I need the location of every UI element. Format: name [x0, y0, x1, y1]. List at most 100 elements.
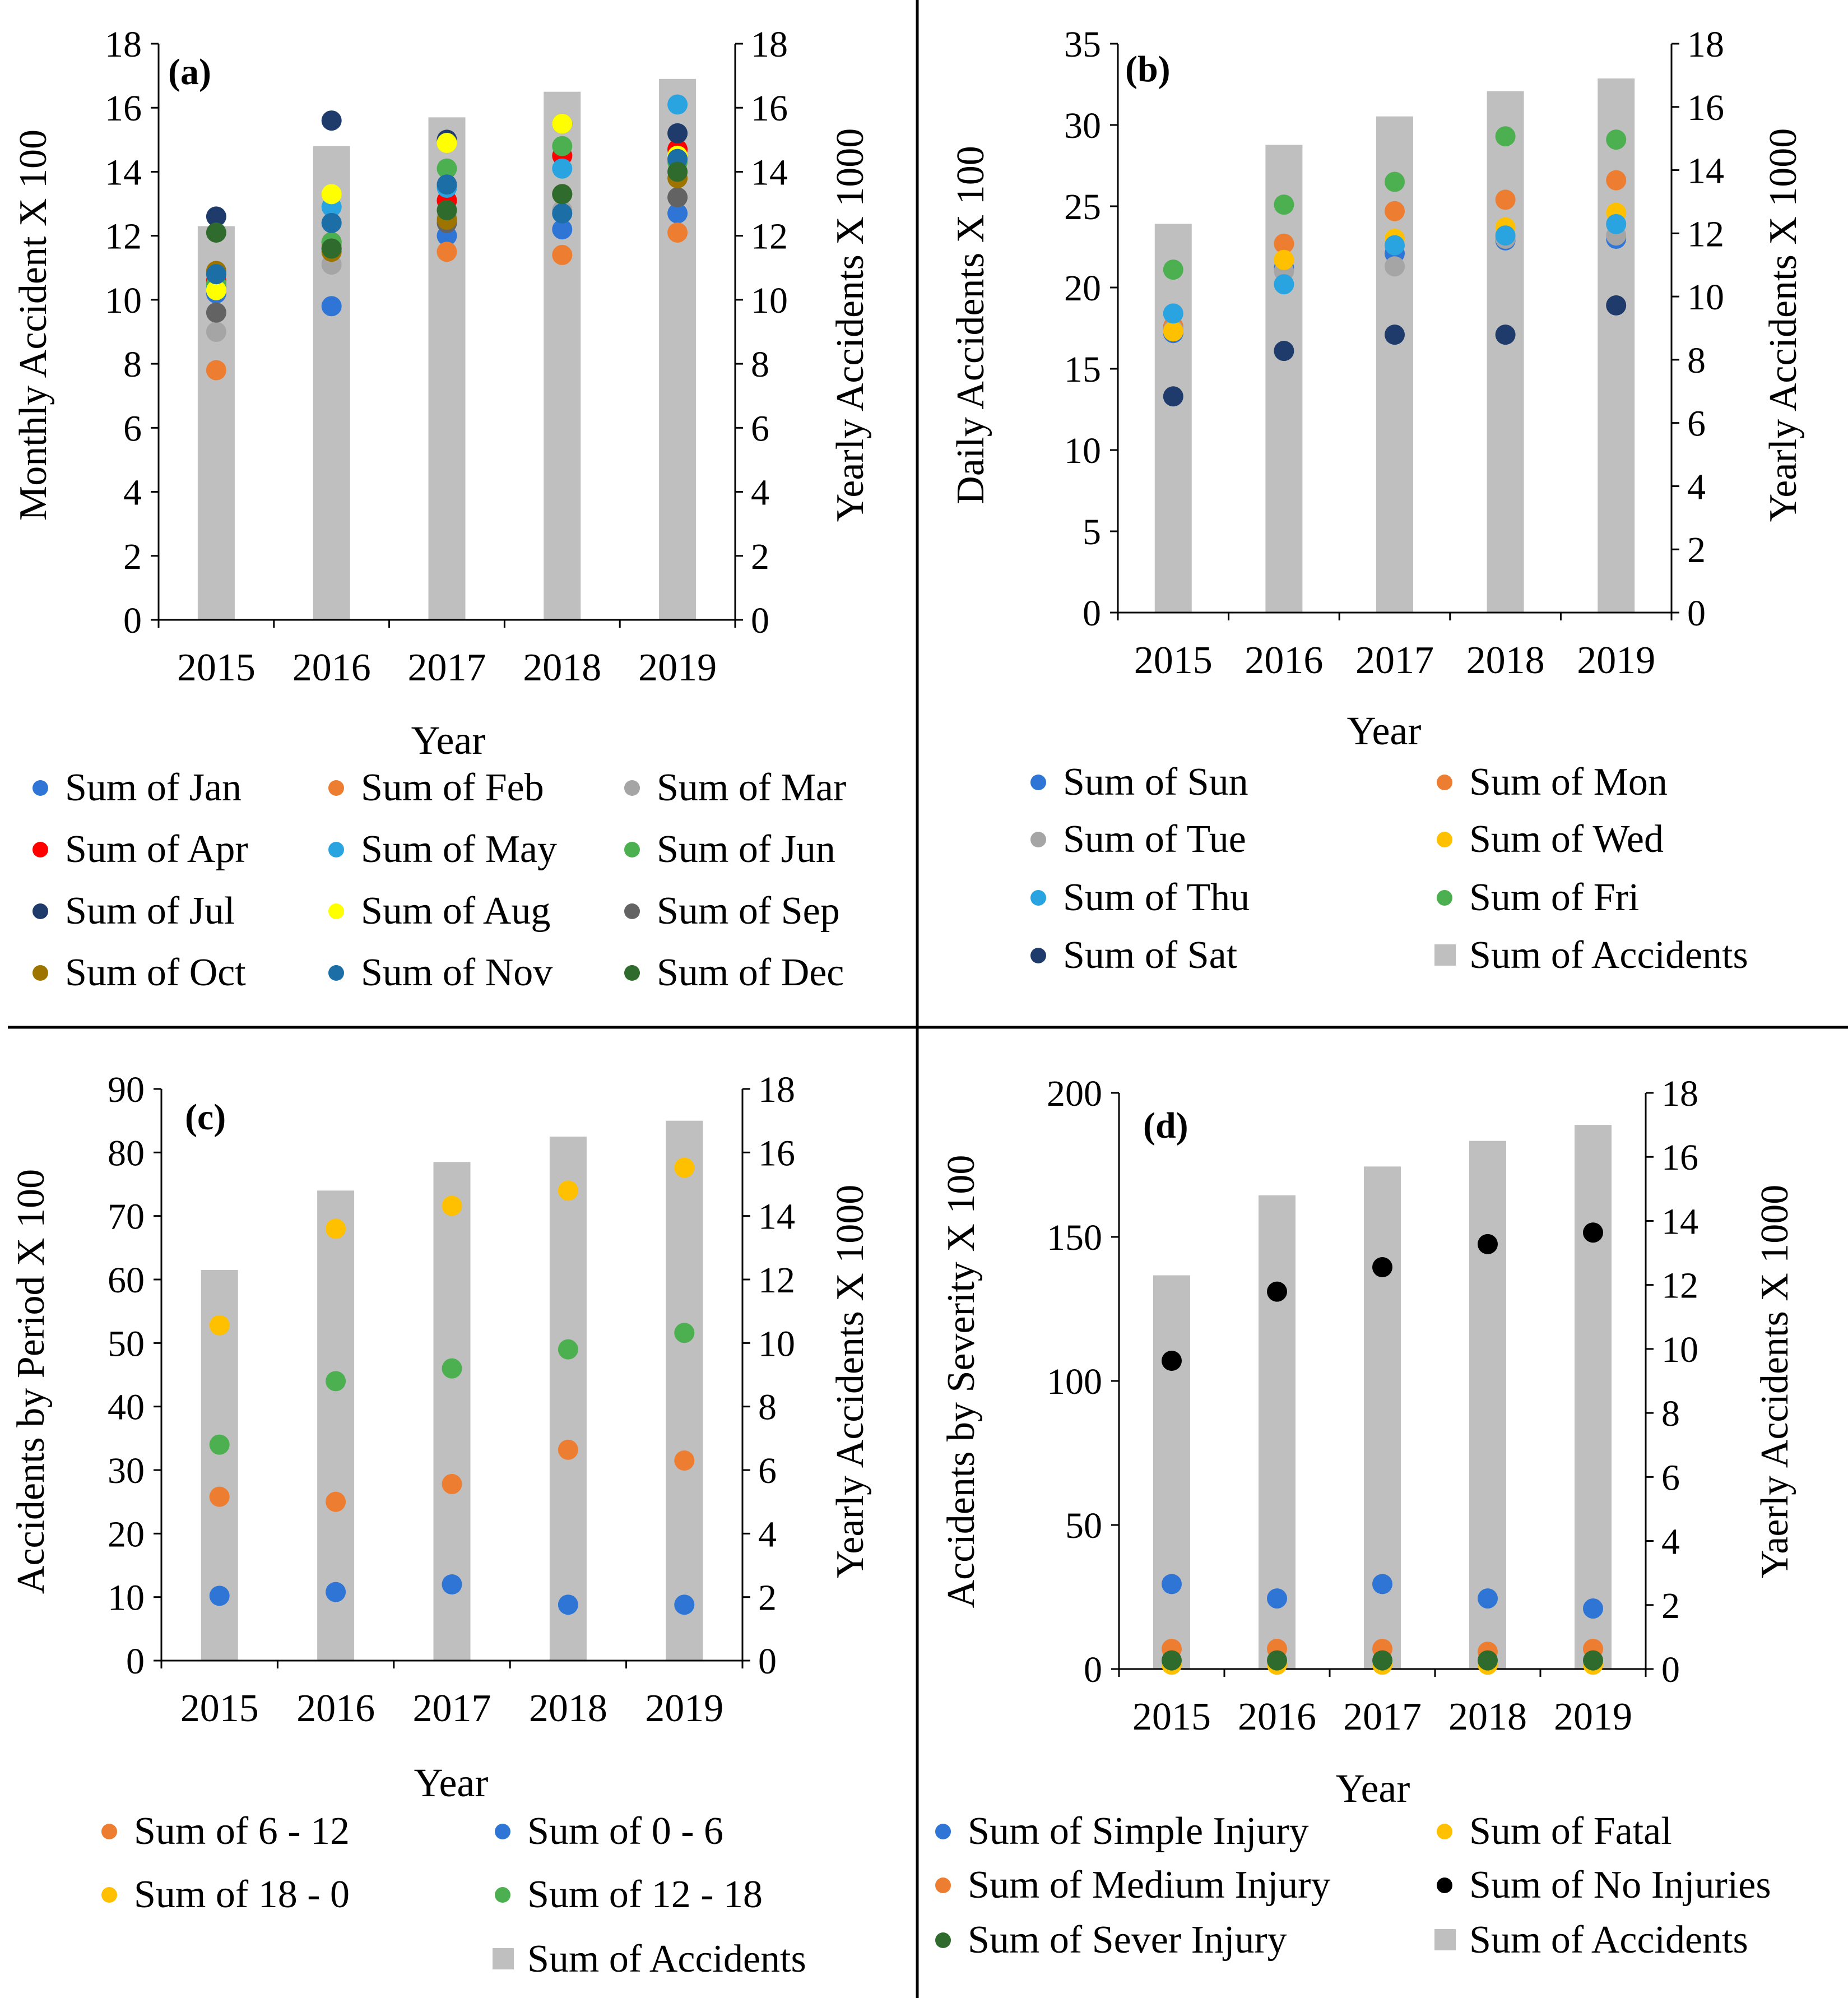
- legend-swatch-dot: [328, 903, 344, 919]
- y-tick-label: 0: [126, 1641, 145, 1682]
- y-tick-label: 16: [105, 88, 142, 129]
- y-axis-title: Monthly Accident X 100: [12, 129, 55, 521]
- legend-swatch-dot: [1437, 1824, 1452, 1839]
- point-sum-of-simple-injury: [1583, 1598, 1603, 1619]
- y2-tick-label: 6: [1661, 1457, 1680, 1498]
- point-sum-of-sever-injury: [1267, 1650, 1287, 1671]
- legend-entry: Sum of Tue: [1063, 818, 1246, 861]
- y2-axis-title: Yearly Accidents X 1000: [829, 1185, 872, 1579]
- y-tick-label: 4: [123, 472, 142, 513]
- point-sum-of-simple-injury: [1372, 1574, 1392, 1594]
- point-sum-of-mar: [206, 322, 226, 342]
- legend-swatch-dot: [32, 903, 48, 919]
- point-sum-of-sep: [206, 302, 226, 323]
- point-sum-of-18-0: [326, 1218, 346, 1239]
- point-sum-of-thu: [1385, 235, 1405, 256]
- legend-swatch-dot: [32, 842, 48, 857]
- x-tick-label: 2015: [1134, 639, 1213, 682]
- panel-label: (c): [185, 1097, 226, 1138]
- bar-2018: [549, 1137, 587, 1661]
- legend-entry: Sum of Accidents: [1469, 1918, 1748, 1962]
- y-tick-label: 50: [1065, 1505, 1102, 1546]
- y-tick-label: 20: [108, 1514, 145, 1555]
- legend-swatch-dot: [624, 965, 640, 981]
- y-tick-label: 18: [105, 24, 142, 65]
- bar-2019: [1575, 1125, 1612, 1669]
- y2-tick-label: 8: [751, 344, 769, 385]
- y-tick-label: 10: [1064, 430, 1101, 471]
- legend-entry: Sum of Jul: [65, 889, 235, 933]
- legend-entry: Sum of Sep: [657, 889, 840, 933]
- point-sum-of-thu: [1606, 214, 1627, 234]
- point-sum-of-sat: [1495, 324, 1516, 345]
- y-tick-label: 6: [123, 408, 142, 449]
- bar-2018: [544, 91, 581, 620]
- point-sum-of-12-18: [442, 1358, 462, 1379]
- y-tick-label: 0: [123, 600, 142, 641]
- legend-entry: Sum of 6 - 12: [134, 1810, 350, 1853]
- point-sum-of-dec: [667, 161, 688, 182]
- y2-tick-label: 4: [1661, 1522, 1680, 1563]
- x-tick-label: 2016: [292, 646, 371, 689]
- y2-tick-label: 6: [758, 1450, 777, 1491]
- legend-entry: Sum of Accidents: [1469, 934, 1748, 977]
- y-tick-label: 25: [1064, 187, 1101, 228]
- x-tick-label: 2017: [1343, 1695, 1422, 1739]
- y2-tick-label: 6: [1687, 404, 1706, 444]
- y2-tick-label: 14: [758, 1197, 795, 1237]
- point-sum-of-sep: [667, 187, 688, 208]
- x-tick-label: 2017: [408, 646, 486, 689]
- x-tick-label: 2015: [1132, 1695, 1211, 1739]
- y2-tick-label: 0: [751, 600, 769, 641]
- x-tick-label: 2018: [1466, 639, 1545, 682]
- point-sum-of-wed: [1163, 321, 1183, 342]
- y2-tick-label: 6: [751, 408, 769, 449]
- legend-entry: Sum of Nov: [361, 951, 552, 994]
- legend-swatch-dot: [328, 842, 344, 857]
- legend-entry: Sum of Sever Injury: [968, 1918, 1287, 1962]
- y-tick-label: 10: [108, 1578, 145, 1619]
- point-sum-of-6-12: [558, 1439, 578, 1460]
- point-sum-of-simple-injury: [1162, 1574, 1182, 1594]
- point-sum-of-may: [667, 94, 688, 115]
- point-sum-of-simple-injury: [1478, 1588, 1498, 1609]
- point-sum-of-jul: [321, 110, 342, 131]
- y2-tick-label: 4: [758, 1514, 777, 1555]
- point-sum-of-sat: [1385, 324, 1405, 345]
- bar-2019: [1598, 78, 1635, 613]
- x-tick-label: 2015: [177, 646, 256, 689]
- y2-axis-title: Yearly Accidents X 1000: [829, 128, 872, 522]
- x-tick-label: 2016: [296, 1687, 375, 1730]
- legend-entry: Sum of Dec: [657, 951, 844, 994]
- point-sum-of-12-18: [326, 1371, 346, 1392]
- point-sum-of-thu: [1274, 274, 1294, 295]
- legend-entry: Sum of Mon: [1469, 761, 1668, 804]
- y-tick-label: 90: [108, 1069, 145, 1110]
- point-sum-of-sat: [1274, 341, 1294, 361]
- point-sum-of-nov: [321, 212, 342, 233]
- y2-tick-label: 12: [751, 216, 788, 257]
- legend-entry: Sum of Mar: [657, 766, 846, 809]
- legend-swatch-bar: [493, 1948, 514, 1969]
- point-sum-of-no-injuries: [1372, 1257, 1392, 1277]
- point-sum-of-dec: [437, 200, 457, 220]
- point-sum-of-18-0: [674, 1157, 695, 1178]
- point-sum-of-12-18: [558, 1339, 578, 1360]
- legend-entry: Sum of Accidents: [527, 1937, 806, 1981]
- y-tick-label: 20: [1064, 268, 1101, 309]
- legend-swatch-dot: [495, 1824, 510, 1839]
- legend-entry: Sum of Jun: [657, 828, 835, 871]
- y-tick-label: 200: [1047, 1073, 1102, 1114]
- point-sum-of-may: [552, 158, 573, 179]
- panel-c: 0 10 20 30 40 50 60 70 80 90 0 2 4 6 8 10 12 14 16 18 2015 20…: [10, 1069, 872, 1981]
- legend-entry: Sum of 0 - 6: [527, 1810, 723, 1853]
- legend-swatch-dot: [1437, 775, 1452, 790]
- point-sum-of-feb: [667, 222, 688, 243]
- legend-swatch-dot: [32, 780, 48, 796]
- point-sum-of-6-12: [674, 1450, 695, 1471]
- bar-2015: [1153, 1275, 1190, 1669]
- point-sum-of-no-injuries: [1267, 1281, 1287, 1302]
- legend-entry: Sum of Fri: [1469, 876, 1639, 919]
- y2-tick-label: 12: [1687, 214, 1724, 254]
